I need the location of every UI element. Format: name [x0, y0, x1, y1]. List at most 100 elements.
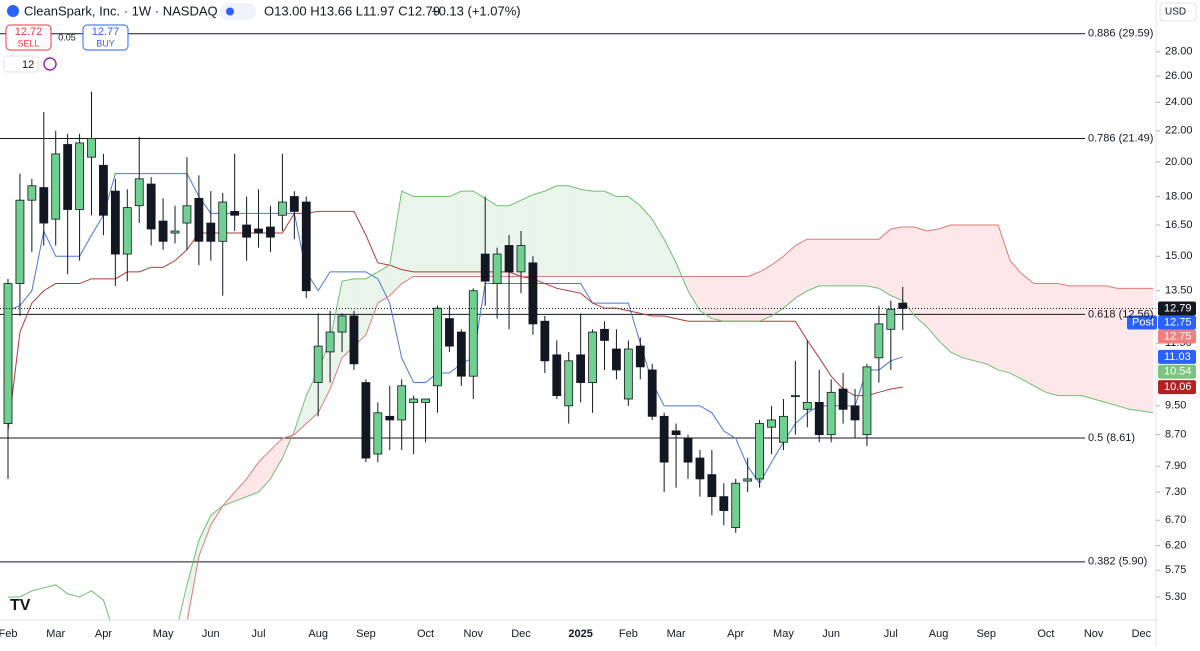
candle-body: [337, 315, 347, 333]
candle-body: [671, 430, 681, 436]
candle-body: [504, 245, 514, 273]
cloud-fill: [747, 271, 760, 322]
candle-body: [850, 405, 860, 421]
x-tick-label: Jul: [884, 628, 898, 640]
cloud-fill: [795, 239, 808, 299]
level-label: 0.5 (8.61): [1088, 432, 1135, 444]
price-badge: [1158, 349, 1196, 364]
sell-button[interactable]: [5, 24, 52, 51]
cloud-fill: [1057, 283, 1070, 396]
logo: TV: [10, 597, 31, 614]
y-tick-label: 6.20: [1165, 540, 1186, 552]
cloud-fill: [389, 191, 402, 296]
cloud-fill: [974, 225, 987, 364]
symbol-icon: [7, 5, 19, 17]
y-tick-label: 22.00: [1165, 125, 1193, 137]
price-badge-label: 10.54: [1164, 366, 1192, 378]
x-tick-label: Nov: [463, 628, 483, 640]
x-tick-label: May: [153, 628, 174, 640]
candle-body: [39, 187, 49, 224]
x-tick-label: Dec: [511, 628, 531, 640]
y-tick-label: 9.50: [1165, 400, 1186, 412]
y-tick-label: 7.90: [1165, 460, 1186, 472]
candle-body: [707, 474, 717, 498]
cloud-fill: [1069, 285, 1082, 396]
y-tick-label: 5.75: [1165, 564, 1186, 576]
candle-body: [146, 183, 156, 230]
candle-body: [325, 331, 335, 353]
cloud-fill: [902, 227, 915, 316]
buy-button[interactable]: [82, 24, 129, 51]
cloud-fill: [1045, 283, 1058, 396]
level-label: 0.382 (5.90): [1088, 556, 1147, 568]
cloud-fill: [998, 225, 1011, 374]
cloud-fill: [616, 196, 629, 277]
candle-body: [87, 137, 96, 158]
sell-price: 12.72: [15, 26, 43, 38]
cloud-fill: [950, 225, 963, 358]
sell-label: SELL: [17, 38, 39, 48]
x-tick-label: Oct: [417, 628, 434, 640]
candle-body: [528, 262, 538, 325]
candle-body: [814, 402, 824, 436]
candle-body: [695, 457, 705, 480]
cloud-fill: [628, 196, 641, 277]
currency-box[interactable]: [1159, 2, 1197, 22]
cloud-fill: [843, 239, 856, 286]
axes: 28.00 26.00 24.00 22.00 20.00 18.00 16.50 15.00…: [0, 46, 1196, 640]
cloud-fill: [664, 239, 677, 277]
y-tick-label: 13.50: [1165, 285, 1193, 297]
candle-body: [838, 388, 848, 410]
status-pill[interactable]: [220, 3, 256, 20]
cloud-fill: [306, 369, 319, 424]
candle-body: [492, 253, 502, 284]
y-tick-label: 5.30: [1165, 591, 1186, 603]
price-badge: [1158, 315, 1196, 330]
x-tick-label: Dec: [1132, 628, 1152, 640]
cloud-fill: [855, 239, 867, 286]
candle-body: [242, 224, 252, 238]
cloud-fill: [1129, 288, 1142, 412]
cloud-fill: [449, 191, 462, 277]
x-tick-label: Aug: [929, 628, 949, 640]
cloud-fill: [604, 191, 617, 277]
spread: 0.05: [58, 32, 76, 42]
candle-body: [886, 308, 896, 330]
x-tick-label: Aug: [308, 628, 328, 640]
cloud-fill: [377, 265, 390, 304]
price-badge-label: 12.75: [1164, 316, 1192, 328]
candle-body: [576, 354, 586, 383]
x-tick-label: Nov: [1084, 628, 1104, 640]
candle-body: [767, 419, 776, 428]
candle-body: [110, 190, 120, 255]
indicator-line: [8, 185, 1154, 620]
candle-body: [743, 478, 753, 482]
candle-body: [456, 331, 466, 377]
cloud-fill: [1105, 285, 1118, 406]
cloud-fill: [652, 219, 665, 277]
candle-body: [301, 201, 311, 292]
candle-body: [206, 222, 216, 242]
candle-body: [755, 423, 764, 480]
price-badge: [1158, 380, 1196, 395]
cloud-fill: [807, 239, 820, 291]
y-tick-label: 18.00: [1165, 190, 1193, 202]
candle-body: [421, 398, 430, 403]
price-badge-label: 12.79: [1164, 302, 1192, 314]
indicator-box[interactable]: [3, 55, 39, 73]
cloud-fill: [926, 229, 939, 341]
replay-icon[interactable]: [43, 57, 57, 71]
y-tick-label: 28.00: [1165, 46, 1193, 58]
candle-body: [397, 385, 407, 421]
candle-body: [433, 307, 442, 387]
x-tick-label: Mar: [46, 628, 65, 640]
buy-label: BUY: [96, 38, 115, 48]
candle-body: [63, 144, 73, 210]
y-tick-label: 6.70: [1165, 514, 1186, 526]
candle-body: [552, 354, 562, 397]
candle-body: [683, 438, 693, 463]
cloud-fill: [1093, 285, 1106, 403]
cloud-fill: [688, 276, 700, 311]
cloud-fill: [962, 225, 975, 361]
